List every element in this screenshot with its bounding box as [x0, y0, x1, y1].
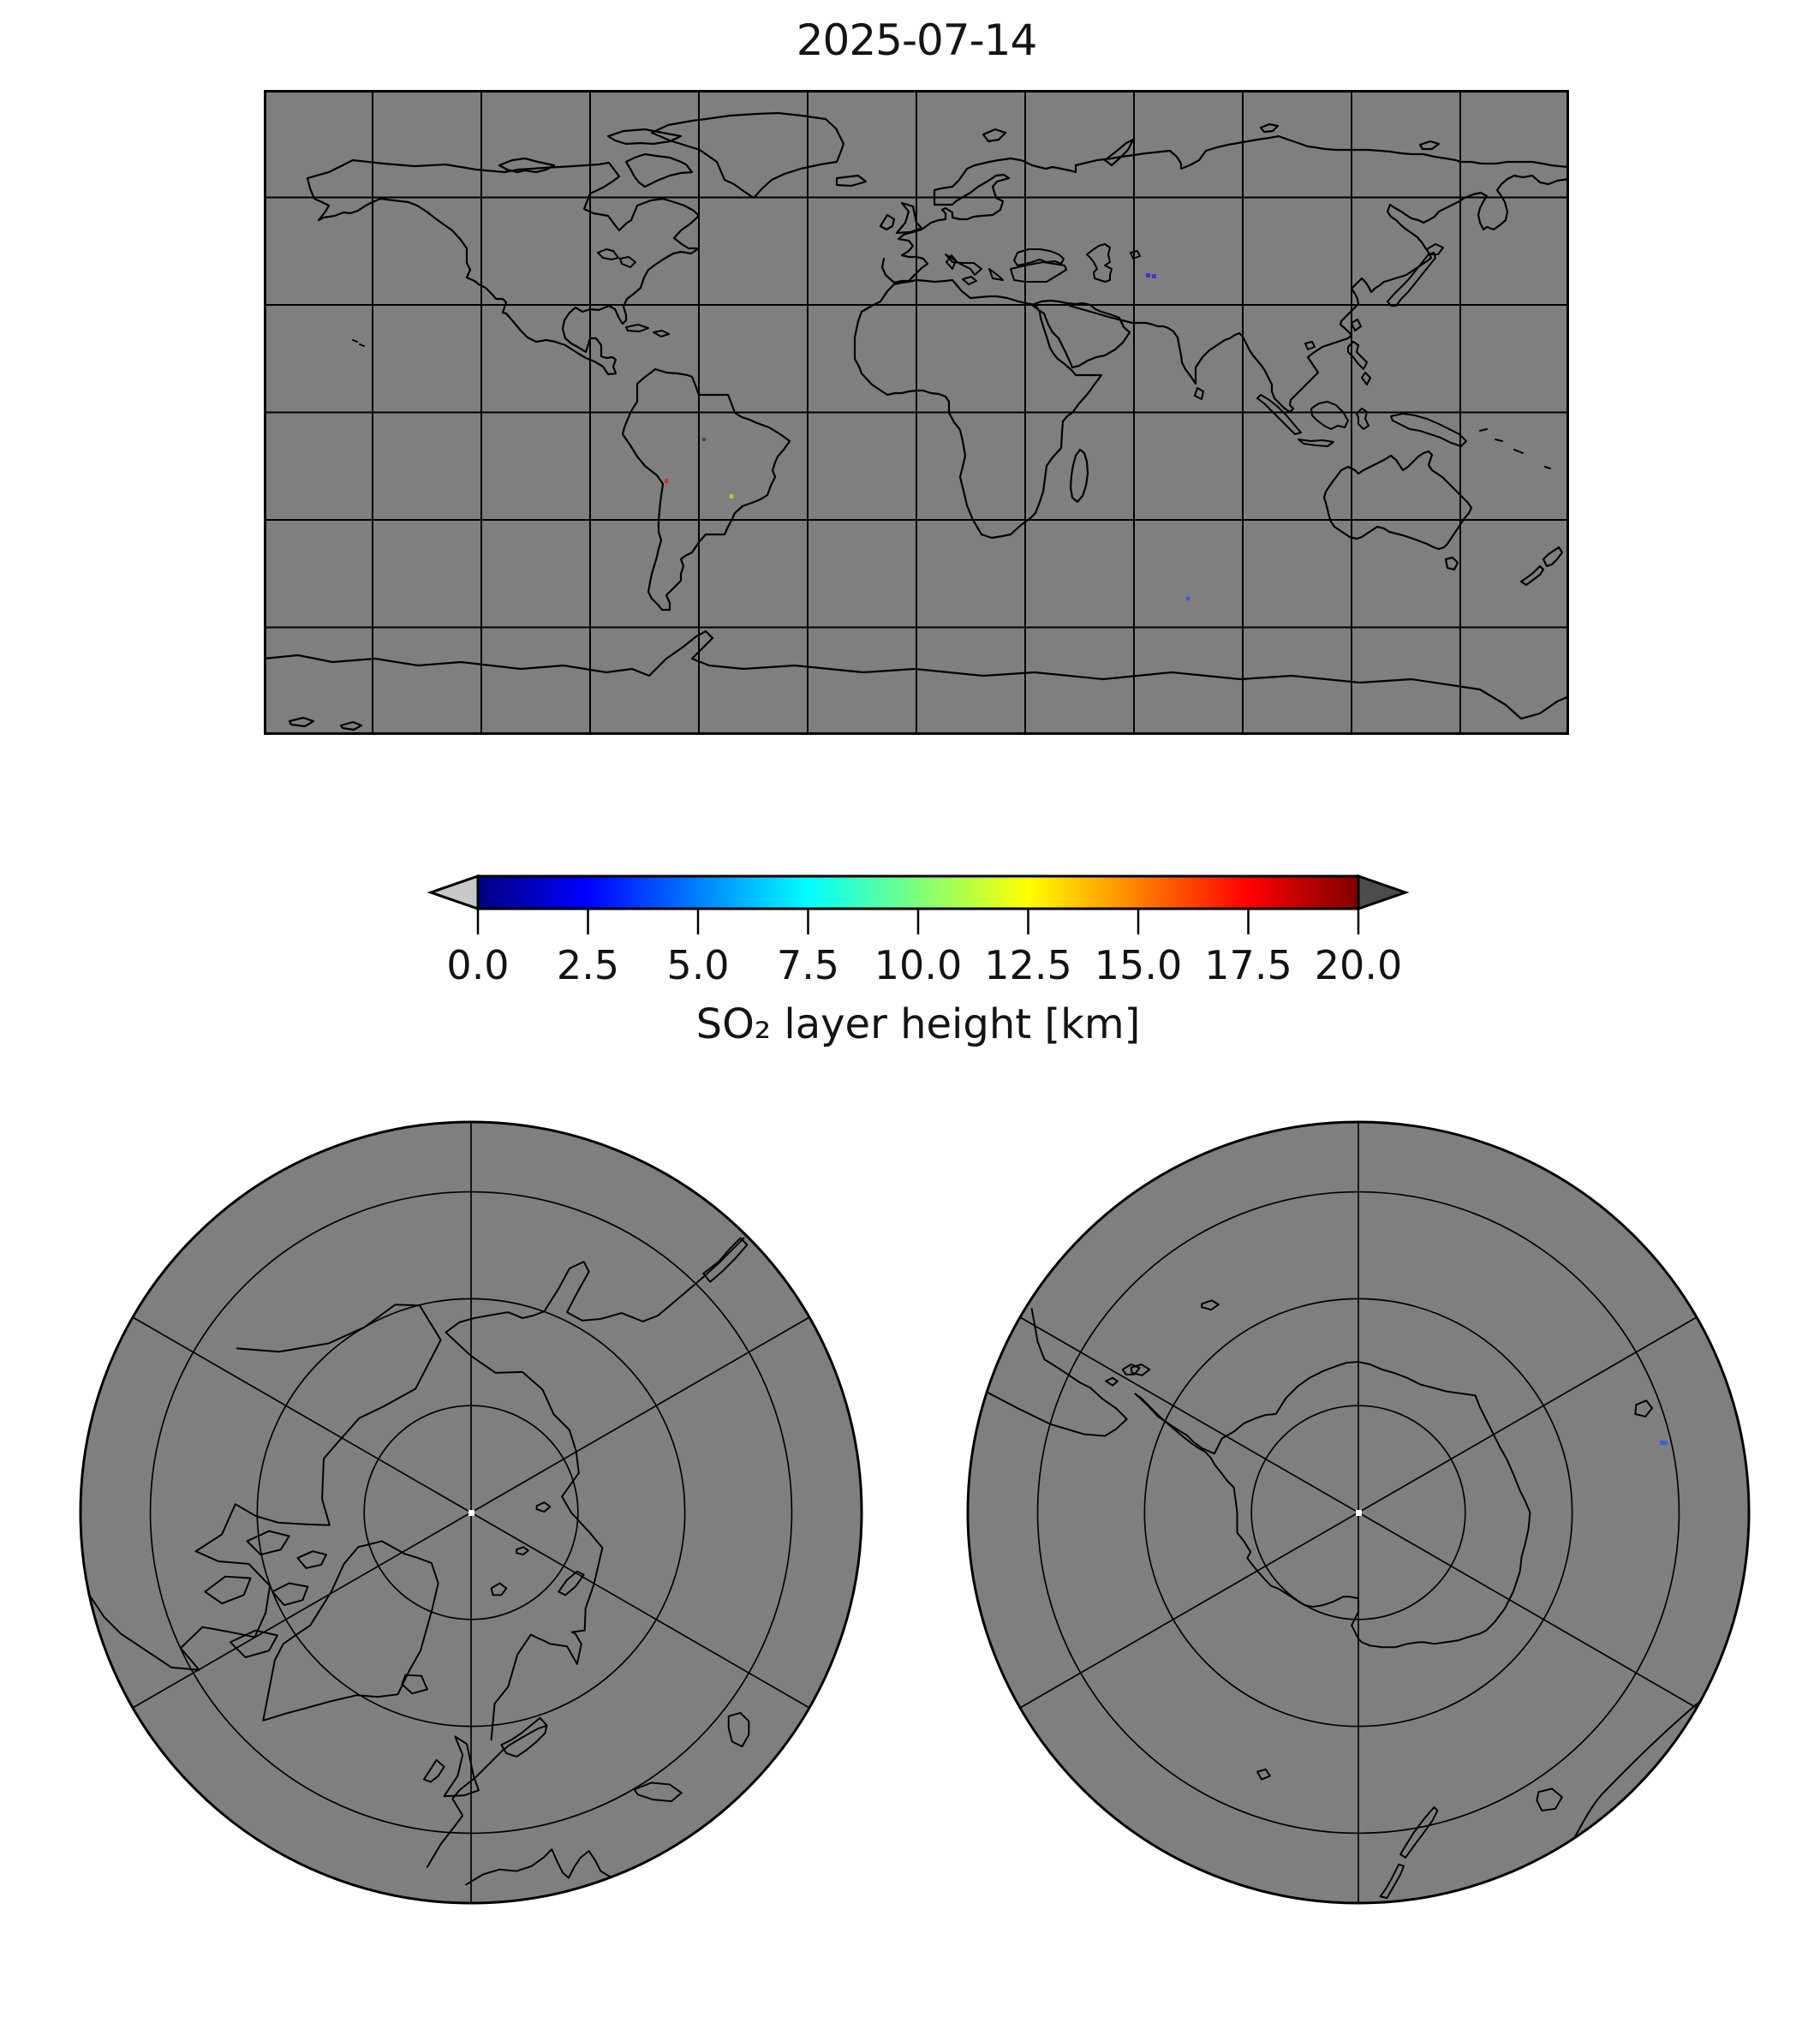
- cbar-tick-8: 20.0: [1314, 942, 1403, 988]
- south-polar-border: [966, 1120, 1751, 1905]
- coast-north-america: [306, 158, 701, 376]
- cbar-tick-5: 12.5: [984, 942, 1072, 988]
- sp-coast-south-america: [984, 1299, 1220, 1437]
- colorbar: [427, 874, 1410, 934]
- sp-coast-heard-island: [1634, 1399, 1653, 1417]
- so2-point-heard-south: [1660, 1441, 1668, 1445]
- sp-coast-antarctica: [1134, 1361, 1531, 1649]
- cbar-tick-1: 2.5: [556, 942, 620, 988]
- sp-coast-peninsula-islands: [1105, 1364, 1141, 1387]
- coast-antarctica: [264, 630, 1569, 731]
- np-coast-russian-islands: [490, 1501, 585, 1596]
- so2-point-andes: [665, 479, 668, 483]
- np-coast-japan: [702, 1237, 749, 1283]
- np-coast-black-caspian: [633, 1711, 750, 1803]
- coast-south-america: [621, 367, 791, 612]
- np-coast-greenland: [262, 1540, 439, 1722]
- np-coast-uk-iceland: [401, 1674, 480, 1798]
- so2-point-heard-world: [1186, 597, 1190, 600]
- sp-coast-tasmania-australia: [1536, 1696, 1706, 1843]
- coast-japan-taiwan: [1194, 243, 1444, 400]
- coast-indonesia-oceania: [1256, 341, 1551, 469]
- colorbar-gradient: [476, 874, 1360, 910]
- cbar-tick-7: 17.5: [1204, 942, 1292, 988]
- so2-point-central-asia-b: [1152, 274, 1156, 278]
- colorbar-tick-marks: [476, 909, 1360, 934]
- so2-point-central-asia-a: [1146, 273, 1150, 277]
- np-coast-eurasia-arctic: [445, 1331, 604, 1741]
- colorbar-axis-label: SO₂ layer height [km]: [695, 1000, 1141, 1048]
- cbar-tick-6: 15.0: [1094, 942, 1183, 988]
- north-polar-border: [79, 1120, 863, 1905]
- south-polar-map: [966, 1120, 1751, 1905]
- north-polar-coastlines: [86, 1237, 750, 1886]
- coast-australia-nz: [1322, 450, 1564, 587]
- np-coast-asia-pacific: [445, 1237, 745, 1334]
- coast-mediterranean: [945, 254, 1067, 285]
- coast-africa: [853, 278, 1103, 540]
- north-polar-map: [79, 1120, 863, 1905]
- coast-arctic-islands: [498, 122, 1441, 188]
- south-pole-dot: [1356, 1510, 1362, 1516]
- coast-madagascar: [1069, 448, 1089, 504]
- world-coastlines: [264, 111, 1569, 731]
- colorbar-under-arrow: [427, 874, 480, 911]
- cbar-tick-0: 0.0: [446, 942, 510, 988]
- cbar-tick-2: 5.0: [666, 942, 730, 988]
- coast-east-south-asia: [1068, 174, 1569, 414]
- figure-title: 2025-07-14: [796, 15, 1038, 65]
- coast-eurasia-north: [880, 134, 1569, 284]
- so2-point-south-brazil: [730, 494, 733, 498]
- cbar-tick-3: 7.5: [776, 942, 840, 988]
- coast-greenland: [650, 111, 845, 200]
- world-map: [264, 90, 1569, 735]
- colorbar-over-arrow: [1357, 874, 1410, 911]
- np-coast-north-america: [86, 1304, 442, 1671]
- np-coast-europe: [426, 1716, 620, 1886]
- world-map-border: [264, 90, 1569, 735]
- np-coast-canadian-arctic: [204, 1530, 327, 1659]
- coast-uk-iceland: [835, 174, 923, 235]
- north-pole-dot: [468, 1510, 474, 1516]
- coast-arabia: [1030, 299, 1131, 369]
- cbar-tick-4: 10.0: [874, 942, 963, 988]
- south-polar-coastlines: [984, 1299, 1706, 1900]
- so2-point-brazil-dark: [702, 438, 706, 441]
- coast-caribbean-hawaii: [352, 248, 670, 347]
- sp-coast-new-zealand: [1256, 1768, 1439, 1900]
- world-map-gridlines: [264, 90, 1569, 735]
- coast-black-caspian-seas: [1013, 243, 1141, 283]
